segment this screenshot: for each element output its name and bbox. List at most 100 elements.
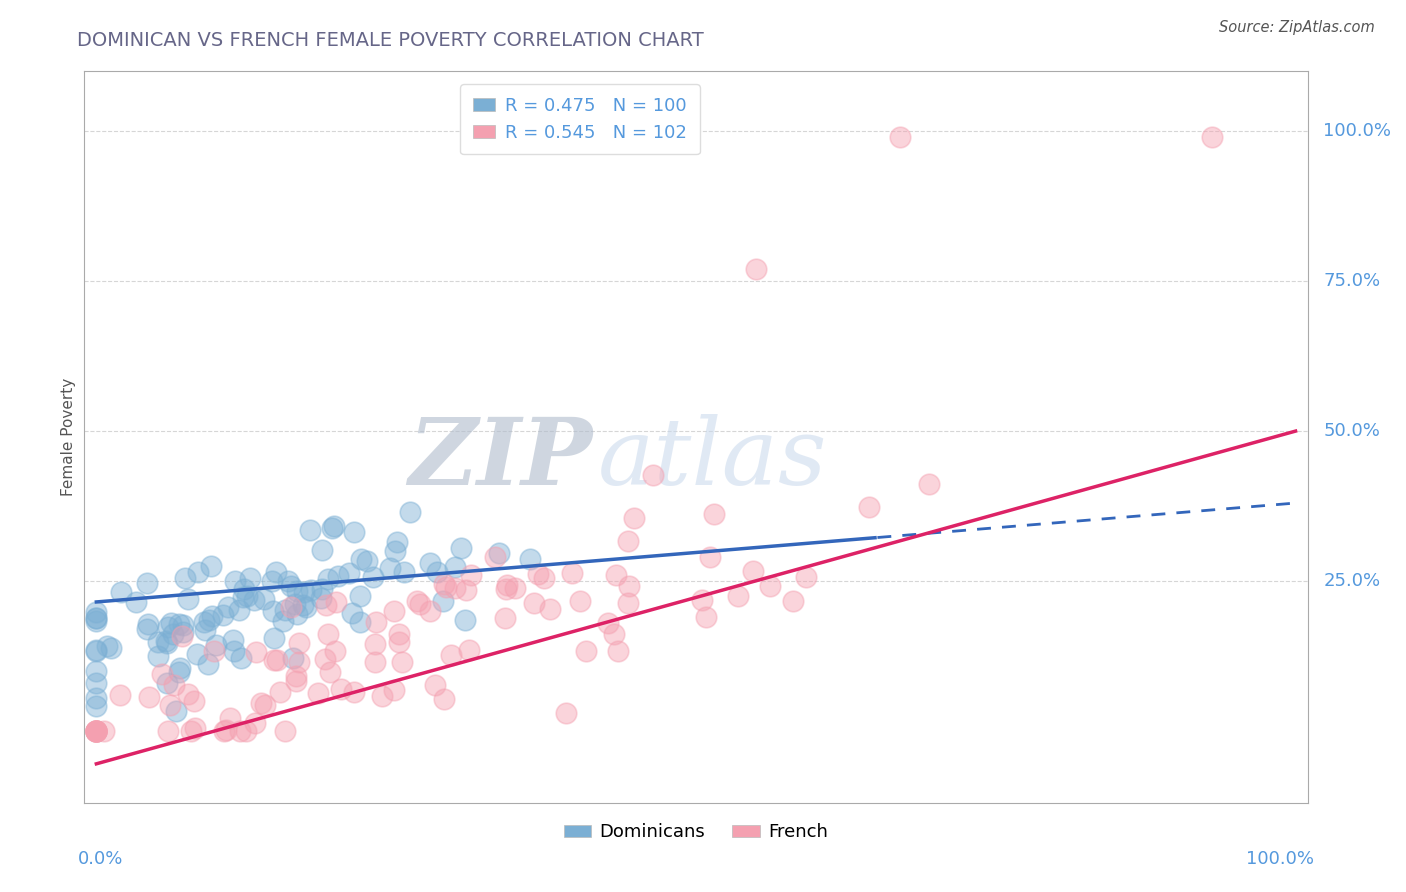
Point <box>170 629 193 643</box>
Text: 100.0%: 100.0% <box>1246 850 1313 868</box>
Point <box>212 723 235 738</box>
Point <box>311 543 333 558</box>
Point <box>165 705 187 719</box>
Point <box>794 569 817 583</box>
Point <box>160 615 183 630</box>
Point <box>523 596 546 610</box>
Point <box>432 576 454 591</box>
Point <box>86 699 108 714</box>
Point <box>384 544 406 558</box>
Point <box>96 639 118 653</box>
Point <box>432 594 454 608</box>
Point <box>262 574 284 588</box>
Point <box>287 636 309 650</box>
Point <box>232 582 254 597</box>
Point <box>759 579 782 593</box>
Point <box>159 698 181 712</box>
Point <box>110 585 132 599</box>
Point <box>193 615 215 629</box>
Point <box>569 594 592 608</box>
Point <box>382 604 405 618</box>
Point <box>343 524 366 539</box>
Point <box>86 644 108 658</box>
Point <box>271 614 294 628</box>
Legend: Dominicans, French: Dominicans, French <box>557 816 835 848</box>
Point <box>232 590 254 604</box>
Point <box>329 682 352 697</box>
Point <box>603 627 626 641</box>
Point <box>361 570 384 584</box>
Point <box>235 723 257 738</box>
Point <box>250 696 273 710</box>
Point <box>292 584 315 599</box>
Point <box>155 633 177 648</box>
Point <box>444 581 467 595</box>
Point <box>156 636 179 650</box>
Point <box>356 554 378 568</box>
Point <box>1201 130 1223 145</box>
Point <box>86 723 108 738</box>
Point <box>319 665 342 679</box>
Point <box>405 593 427 607</box>
Point <box>364 615 387 629</box>
Point <box>315 598 337 612</box>
Point <box>211 607 233 622</box>
Point <box>193 623 215 637</box>
Point <box>284 598 307 612</box>
Point <box>86 605 108 619</box>
Point <box>156 675 179 690</box>
Point <box>218 711 240 725</box>
Point <box>202 644 225 658</box>
Text: 25.0%: 25.0% <box>1323 572 1381 590</box>
Point <box>533 571 555 585</box>
Point <box>561 566 583 580</box>
Point <box>321 521 343 535</box>
Point <box>299 582 322 597</box>
Point <box>495 582 517 597</box>
Point <box>454 582 477 597</box>
Point <box>86 664 108 678</box>
Text: 75.0%: 75.0% <box>1323 272 1381 290</box>
Point <box>86 723 108 738</box>
Point <box>444 560 467 574</box>
Point <box>745 262 768 277</box>
Point <box>222 633 245 648</box>
Point <box>426 565 449 579</box>
Point <box>385 534 408 549</box>
Point <box>136 616 159 631</box>
Text: DOMINICAN VS FRENCH FEMALE POVERTY CORRELATION CHART: DOMINICAN VS FRENCH FEMALE POVERTY CORRE… <box>77 31 704 50</box>
Point <box>273 602 295 616</box>
Point <box>253 592 276 607</box>
Point <box>323 644 346 658</box>
Point <box>239 570 262 584</box>
Point <box>201 609 224 624</box>
Point <box>135 622 157 636</box>
Text: ZIP: ZIP <box>408 414 592 504</box>
Point <box>187 566 209 580</box>
Point <box>197 613 219 627</box>
Point <box>172 618 194 632</box>
Point <box>378 561 401 575</box>
Point <box>215 723 238 738</box>
Point <box>86 676 108 690</box>
Point <box>364 637 387 651</box>
Point <box>382 682 405 697</box>
Point <box>538 602 561 616</box>
Point <box>86 723 108 738</box>
Point <box>167 617 190 632</box>
Point <box>231 651 253 665</box>
Point <box>388 627 411 641</box>
Point <box>623 511 645 525</box>
Point <box>703 508 725 522</box>
Point <box>342 606 364 620</box>
Point <box>484 549 506 564</box>
Point <box>858 500 880 514</box>
Point <box>236 589 259 603</box>
Point <box>314 652 336 666</box>
Point <box>782 594 804 608</box>
Point <box>167 665 190 680</box>
Point <box>307 685 329 699</box>
Point <box>245 645 267 659</box>
Point <box>607 644 630 658</box>
Point <box>388 635 411 649</box>
